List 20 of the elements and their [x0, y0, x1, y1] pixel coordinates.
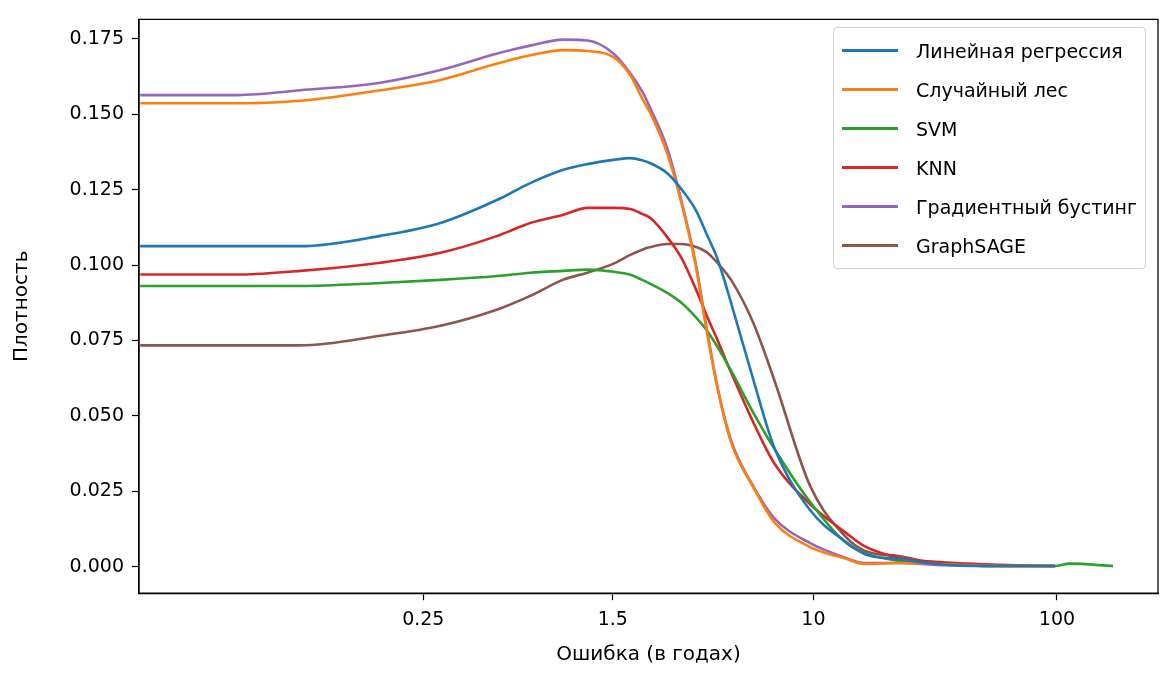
x-axis-title: Ошибка (в годах) [556, 641, 741, 666]
legend-label: GraphSAGE [916, 234, 1027, 257]
x-tick-label: 10 [801, 606, 826, 629]
legend-label: Случайный лес [916, 78, 1068, 101]
legend-label: SVM [916, 117, 958, 140]
x-tick-label: 0.25 [402, 606, 445, 629]
y-tick-label: 0.100 [69, 252, 124, 275]
y-tick-label: 0.175 [69, 25, 124, 48]
y-tick-label: 0.000 [69, 553, 124, 576]
x-tick-label: 100 [1038, 606, 1076, 629]
y-tick-label: 0.025 [69, 478, 124, 501]
y-axis-title: Плотность [8, 250, 33, 363]
legend-label: Линейная регрессия [916, 39, 1123, 62]
y-tick-label: 0.050 [69, 402, 124, 425]
y-tick-label: 0.075 [69, 327, 124, 350]
x-tick-label: 1.5 [597, 606, 628, 629]
legend-label: KNN [916, 156, 957, 179]
y-tick-label: 0.125 [69, 176, 124, 199]
y-tick-label: 0.150 [69, 101, 124, 124]
legend-label: Градиентный бустинг [916, 195, 1137, 218]
